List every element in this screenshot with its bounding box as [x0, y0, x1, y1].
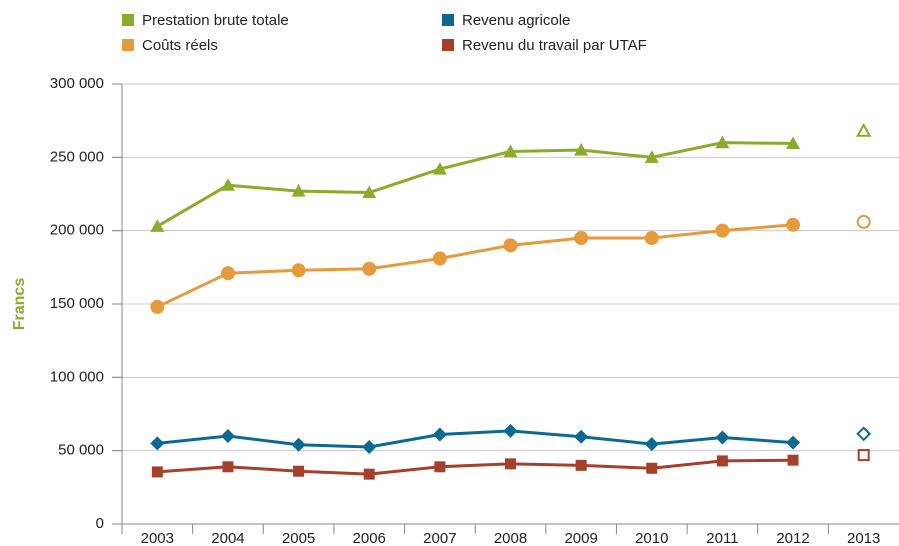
y-tick-label: 150 000 [50, 295, 104, 312]
point-marker [150, 219, 165, 232]
y-tick-label: 0 [96, 515, 104, 532]
estimate-marker [857, 449, 870, 462]
point-marker [786, 435, 801, 450]
legend-swatch [122, 39, 134, 51]
point-marker [362, 185, 377, 199]
legend-label: Revenu du travail par UTAF [462, 37, 647, 54]
estimate-marker [855, 122, 872, 137]
y-tick-label: 250 000 [50, 148, 104, 165]
series-line [156, 223, 794, 309]
x-tick-label: 2011 [706, 530, 738, 546]
x-tick-label: 2007 [423, 530, 456, 546]
point-marker [574, 429, 589, 444]
point-marker [574, 143, 589, 156]
series-line [156, 141, 794, 228]
x-tick-label: 2010 [635, 530, 668, 546]
point-marker [646, 462, 658, 474]
point-marker [715, 135, 730, 149]
point-marker [222, 461, 234, 473]
point-marker [786, 136, 801, 149]
point-marker [220, 266, 235, 281]
point-marker [150, 436, 165, 451]
point-marker [503, 144, 518, 158]
point-marker [220, 178, 235, 191]
y-tick-label: 100 000 [50, 368, 104, 385]
point-marker [150, 299, 165, 314]
point-marker [151, 466, 163, 478]
point-marker [787, 454, 799, 466]
point-marker [503, 238, 518, 253]
point-marker [434, 461, 446, 473]
point-marker [363, 468, 375, 480]
point-marker [362, 440, 377, 454]
x-tick-label: 2008 [494, 530, 527, 546]
point-marker [644, 437, 659, 452]
legend-label: Prestation brute totale [142, 12, 289, 29]
point-marker [575, 459, 587, 471]
point-marker [503, 423, 518, 438]
x-tick-label: 2013 [847, 530, 880, 546]
estimate-marker [856, 214, 871, 229]
point-marker [291, 184, 306, 197]
point-marker [644, 231, 659, 245]
y-axis-label: Francs [11, 278, 28, 331]
series-line [157, 429, 794, 449]
point-marker [291, 437, 306, 452]
point-marker [362, 261, 377, 276]
legend-swatch [122, 14, 134, 26]
legend-swatch [442, 14, 454, 26]
point-marker [220, 429, 235, 443]
estimate-marker [856, 426, 872, 442]
series-line [157, 458, 794, 476]
point-marker [432, 427, 447, 442]
y-tick-label: 300 000 [50, 75, 104, 92]
x-tick-label: 2009 [564, 530, 597, 546]
point-marker [293, 465, 305, 477]
y-tick-label: 50 000 [58, 442, 104, 459]
x-tick-label: 2005 [282, 530, 315, 546]
point-marker [716, 455, 728, 467]
point-marker [715, 430, 730, 445]
x-tick-label: 2012 [776, 530, 809, 546]
legend-label: Coûts réels [142, 37, 218, 54]
legend-label: Revenu agricole [462, 12, 570, 29]
x-tick-label: 2006 [353, 530, 386, 546]
x-tick-label: 2004 [211, 530, 244, 546]
point-marker [715, 223, 730, 238]
y-tick-label: 200 000 [50, 222, 104, 239]
x-tick-label: 2003 [141, 530, 174, 546]
point-marker [432, 162, 447, 175]
point-marker [432, 251, 447, 266]
point-marker [644, 150, 659, 163]
point-marker [505, 458, 516, 470]
point-marker [574, 231, 589, 245]
point-marker [291, 263, 306, 278]
point-marker [786, 217, 801, 232]
legend-swatch [442, 39, 454, 51]
